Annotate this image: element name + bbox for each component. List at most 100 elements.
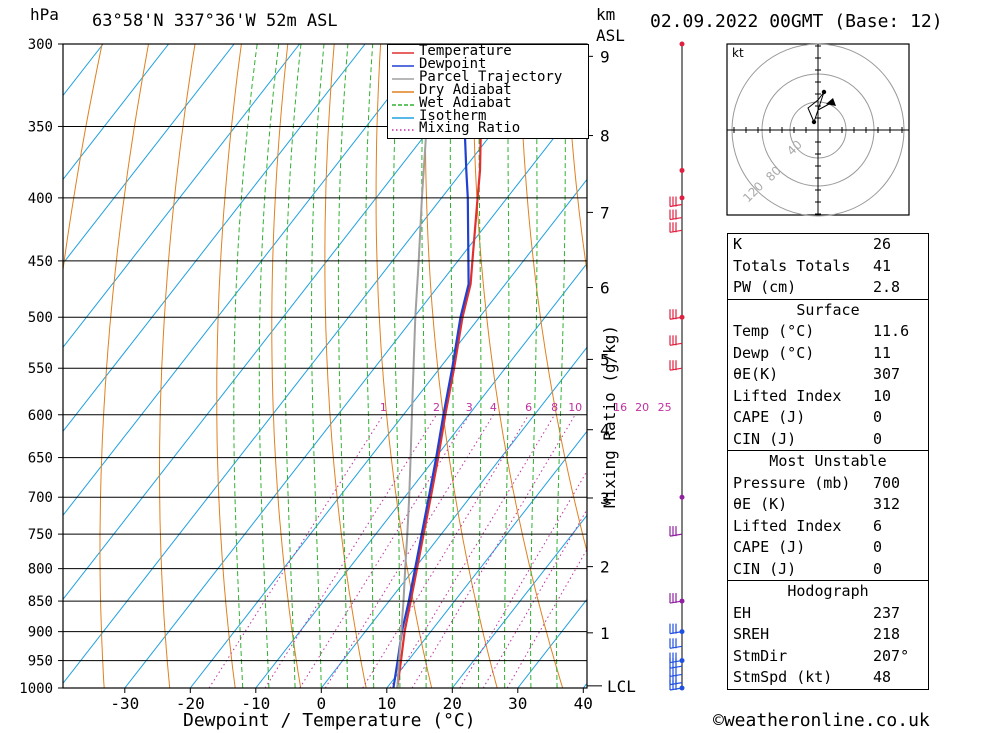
indices-surface-section: Surface Temp (°C) 11.6 Dewp (°C) 11 θE(K) 307…	[728, 300, 928, 451]
mixing-ratio-label: 16	[613, 401, 627, 414]
most-unstable-pressure-mb--row: Pressure (mb) 700	[728, 473, 928, 495]
datetime-label: 02.09.2022 00GMT (Base: 12)	[650, 11, 943, 32]
hodograph-point	[821, 89, 827, 95]
dry-adiabat-line	[99, 44, 149, 688]
isotherm-line	[386, 430, 587, 688]
pressure-unit-label: hPa	[30, 5, 59, 24]
indices-most-unstable-section: Most Unstable Pressure (mb) 700 θE (K) 312 L…	[728, 451, 928, 581]
legend: Temperature Dewpoint Parcel Trajectory Dry …	[387, 43, 589, 139]
legend-label: Isotherm	[419, 107, 487, 124]
dry-adiabat-line	[565, 44, 587, 275]
km-tick-label: 6	[600, 279, 610, 298]
wet-adiabat-line	[421, 44, 427, 688]
mixing-ratio-line	[208, 414, 384, 688]
mixing-ratio-label: 3	[466, 401, 473, 414]
series-parcel-trajectory-line	[396, 61, 435, 688]
pressure-tick-label: 1000	[19, 681, 53, 697]
wind-level-dot	[679, 658, 685, 664]
surface--e-k--value: 307	[873, 365, 901, 383]
hodograph-stmspd-kt--row: StmSpd (kt) 48	[728, 667, 928, 689]
wet-adiabat-line	[393, 44, 401, 688]
legend-label: Dewpoint	[419, 55, 487, 72]
wind-barb	[669, 335, 683, 346]
wet-adiabat-line	[504, 44, 510, 688]
wind-barb	[669, 526, 683, 537]
hodograph-trace	[807, 91, 825, 123]
hodograph-eh-value: 237	[873, 603, 901, 622]
pressure-tick-label: 600	[28, 408, 53, 424]
hodograph-sreh-label: SREH	[733, 625, 770, 643]
index-k-value: 26	[873, 235, 892, 253]
wet-adiabat-line	[478, 44, 482, 688]
pressure-tick-label: 850	[28, 594, 53, 610]
temp-tick-label: 10	[377, 694, 396, 713]
isotherm-line	[63, 44, 366, 433]
wet-adiabat-line	[365, 44, 375, 688]
wind-barb	[669, 222, 683, 233]
asl-unit-label: ASL	[596, 26, 625, 45]
temp-tick-label: 30	[508, 694, 527, 713]
surface-lifted-index-row: Lifted Index 10	[728, 386, 928, 408]
mixing-ratio-axis-label: Mixing Ratio (g/kg)	[600, 324, 619, 508]
most-unstable-lifted-index-value: 6	[873, 516, 883, 535]
mixing-ratio-label: 1	[380, 401, 387, 414]
wind-level-dot	[679, 314, 685, 320]
legend-swatch	[392, 52, 414, 54]
legend-label: Parcel Trajectory	[419, 68, 563, 85]
wet-adiabat-line	[311, 44, 325, 688]
most-unstable-cin-j--row: CIN (J) 0	[728, 559, 928, 581]
most-unstable-cin-j--value: 0	[873, 559, 883, 578]
hodograph-stmdir-row: StmDir 207°	[728, 646, 928, 668]
hodograph-sreh-value: 218	[873, 625, 901, 643]
temp-tick-label: 20	[443, 694, 462, 713]
km-tick-label: 8	[600, 127, 610, 146]
dry-adiabat-line	[271, 44, 302, 688]
wind-level-dot	[679, 195, 685, 201]
temp-tick-label: 40	[574, 694, 593, 713]
hodograph-stmdir-label: StmDir	[733, 646, 788, 665]
wet-adiabat-line	[337, 44, 349, 688]
most-unstable-cape-j--row: CAPE (J) 0	[728, 537, 928, 559]
wind-level-dot	[679, 685, 685, 691]
dry-adiabat-line	[216, 44, 242, 688]
mixing-ratio-label: 25	[658, 401, 672, 414]
isotherm-line	[189, 178, 587, 688]
legend-item: Mixing Ratio	[388, 120, 586, 136]
dry-adiabat-line	[63, 44, 103, 274]
location-title: 63°58'N 337°36'W 52m ASL	[92, 11, 338, 31]
mixing-ratio-label: 20	[635, 401, 649, 414]
km-tick-label: 2	[600, 558, 610, 577]
most-unstable-lifted-index-row: Lifted Index 6	[728, 516, 928, 538]
km-tick-label: 4	[600, 421, 610, 440]
surface--e-k--label: θE(K)	[733, 365, 779, 383]
dry-adiabat-line	[938, 44, 1000, 688]
legend-label: Dry Adiabat	[419, 81, 512, 98]
legend-label: Temperature	[419, 43, 512, 59]
lcl-label: LCL	[607, 677, 636, 696]
wind-barb	[669, 638, 683, 649]
most-unstable-title: Most Unstable	[769, 452, 887, 470]
isotherm-line	[63, 44, 497, 601]
legend-swatch	[392, 77, 414, 80]
surface-cape-j--label: CAPE (J)	[733, 408, 806, 426]
index-pw-cm--row: PW (cm) 2.8	[728, 277, 928, 299]
temp-tick-label: -20	[176, 694, 205, 713]
most-unstable-lifted-index-label: Lifted Index	[733, 516, 842, 535]
isotherm-line	[63, 44, 170, 181]
index-k-row: K 26	[728, 234, 928, 256]
pressure-tick-label: 300	[28, 37, 53, 53]
wind-level-dot	[679, 598, 685, 604]
surface-dewp-c--value: 11	[873, 343, 892, 362]
pressure-tick-label: 900	[28, 625, 53, 641]
pressure-tick-label: 750	[28, 527, 53, 543]
indices-main-section: K 26 Totals Totals 41 PW (cm) 2.8	[728, 234, 928, 300]
copyright-footer[interactable]: ©weatheronline.co.uk	[713, 710, 930, 731]
pressure-tick-label: 700	[28, 490, 53, 506]
mixing-ratio-label: 2	[433, 401, 440, 414]
legend-swatch	[392, 116, 414, 119]
pressure-tick-label: 550	[28, 361, 53, 377]
isotherm-line	[451, 514, 587, 688]
surface-cape-j--row: CAPE (J) 0	[728, 407, 928, 429]
most-unstable--e-k--value: 312	[873, 495, 901, 513]
